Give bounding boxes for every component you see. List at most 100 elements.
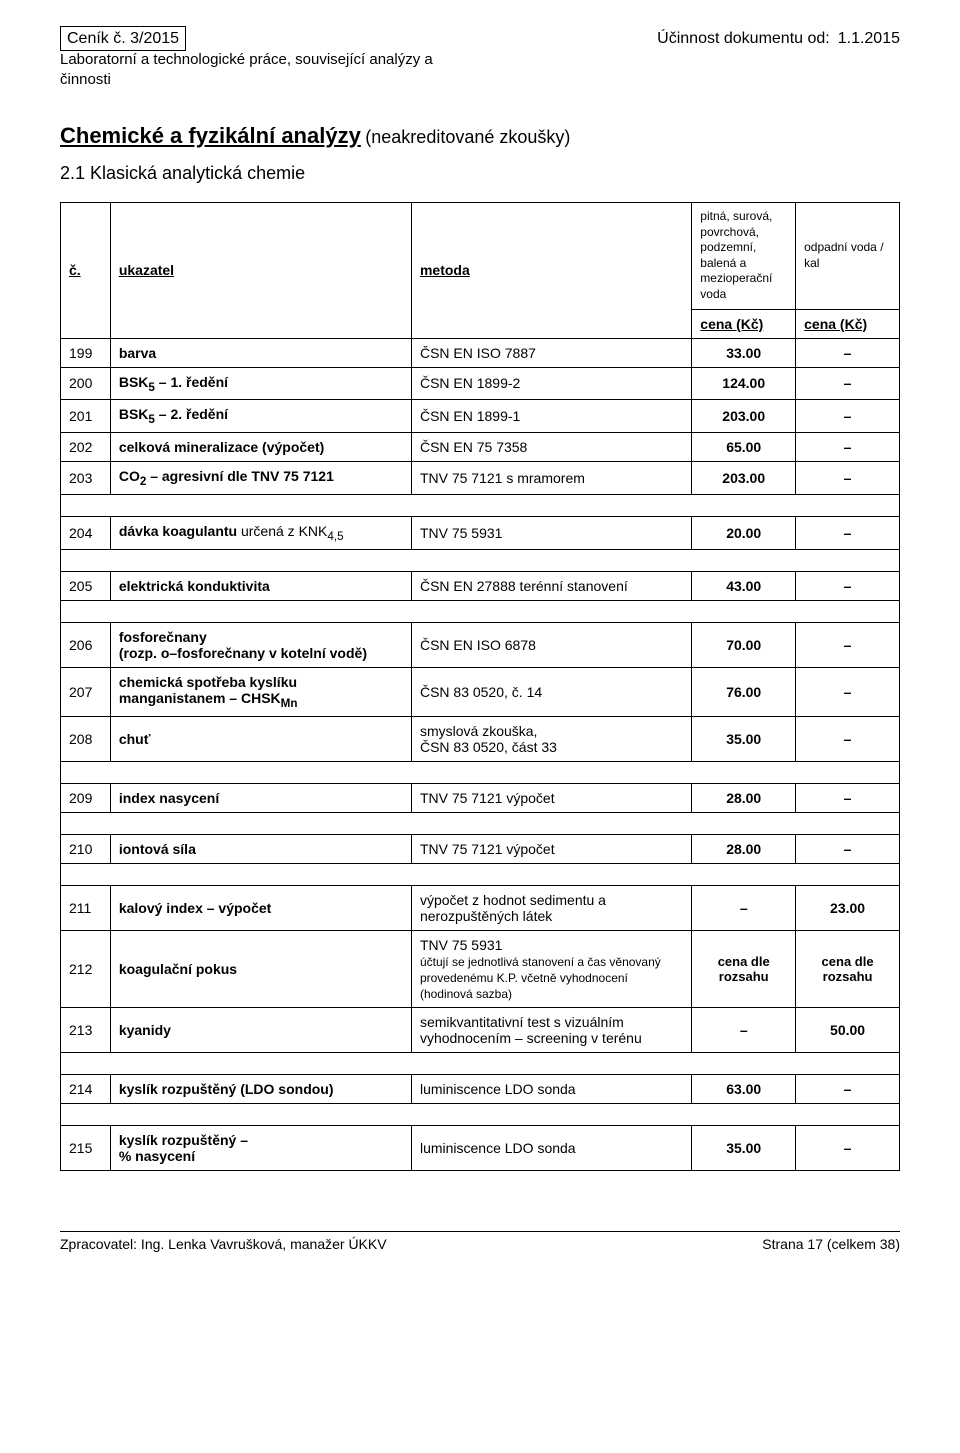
spacer-row xyxy=(61,761,900,783)
spacer-row xyxy=(61,1052,900,1074)
cell-number: 212 xyxy=(61,930,111,1007)
cell-method: TNV 75 7121 výpočet xyxy=(411,783,691,812)
cell-price-1: 33.00 xyxy=(692,338,796,367)
table-row: 209index nasyceníTNV 75 7121 výpočet28.0… xyxy=(61,783,900,812)
cell-ukazatel: kyanidy xyxy=(110,1007,411,1052)
cell-price-2: – xyxy=(796,622,900,667)
table-row: 210iontová sílaTNV 75 7121 výpočet28.00– xyxy=(61,834,900,863)
spacer-row xyxy=(61,863,900,885)
cell-method: ČSN EN 27888 terénní stanovení xyxy=(411,571,691,600)
cell-method: smyslová zkouška,ČSN 83 0520, část 33 xyxy=(411,716,691,761)
cell-ukazatel: kyslík rozpuštěný –% nasycení xyxy=(110,1125,411,1170)
cell-price-2: – xyxy=(796,1125,900,1170)
cell-ukazatel: chemická spotřeba kyslíku manganistanem … xyxy=(110,667,411,716)
cell-number: 214 xyxy=(61,1074,111,1103)
cell-price-2: cena dle rozsahu xyxy=(796,930,900,1007)
cell-price-1: 35.00 xyxy=(692,1125,796,1170)
cell-price-2: – xyxy=(796,1074,900,1103)
cell-number: 207 xyxy=(61,667,111,716)
cell-price-1: 124.00 xyxy=(692,367,796,400)
cell-number: 209 xyxy=(61,783,111,812)
cell-ukazatel: index nasycení xyxy=(110,783,411,812)
cell-price-1: 70.00 xyxy=(692,622,796,667)
table-row: 215kyslík rozpuštěný –% nasyceníluminisc… xyxy=(61,1125,900,1170)
cell-ukazatel: fosforečnany(rozp. o–fosforečnany v kote… xyxy=(110,622,411,667)
cell-price-2: – xyxy=(796,516,900,549)
cell-ukazatel: CO2 – agresivní dle TNV 75 7121 xyxy=(110,462,411,495)
table-row: 200BSK5 – 1. ředěníČSN EN 1899-2124.00– xyxy=(61,367,900,400)
th-number: č. xyxy=(61,203,111,339)
cell-price-1: 43.00 xyxy=(692,571,796,600)
section-title-suffix: (neakreditované zkoušky) xyxy=(365,127,570,147)
cell-method: ČSN EN ISO 7887 xyxy=(411,338,691,367)
cell-ukazatel: chuť xyxy=(110,716,411,761)
th-ukazatel: ukazatel xyxy=(110,203,411,339)
cell-number: 200 xyxy=(61,367,111,400)
footer-left: Zpracovatel: Ing. Lenka Vavrušková, mana… xyxy=(60,1236,387,1252)
table-row: 213kyanidysemikvantitativní test s vizuá… xyxy=(61,1007,900,1052)
cell-method: ČSN EN 1899-2 xyxy=(411,367,691,400)
cell-number: 199 xyxy=(61,338,111,367)
table-row: 204dávka koagulantu určená z KNK4,5TNV 7… xyxy=(61,516,900,549)
table-row: 207chemická spotřeba kyslíku manganistan… xyxy=(61,667,900,716)
cell-method: TNV 75 5931 xyxy=(411,516,691,549)
cell-price-1: 65.00 xyxy=(692,433,796,462)
footer-right: Strana 17 (celkem 38) xyxy=(762,1236,900,1252)
th-price-2: cena (Kč) xyxy=(796,309,900,338)
cell-ukazatel: barva xyxy=(110,338,411,367)
th-method: metoda xyxy=(411,203,691,339)
cell-price-2: – xyxy=(796,783,900,812)
cell-method: semikvantitativní test s vizuálním vyhod… xyxy=(411,1007,691,1052)
cell-price-2: – xyxy=(796,462,900,495)
cell-method: ČSN EN ISO 6878 xyxy=(411,622,691,667)
subsection-title: 2.1 Klasická analytická chemie xyxy=(60,163,900,184)
cell-method: ČSN EN 1899-1 xyxy=(411,400,691,433)
table-row: 211kalový index – výpočetvýpočet z hodno… xyxy=(61,885,900,930)
cell-price-2: – xyxy=(796,834,900,863)
cell-price-1: 20.00 xyxy=(692,516,796,549)
price-table: č. ukazatel metoda pitná, surová, povrch… xyxy=(60,202,900,1171)
cell-number: 211 xyxy=(61,885,111,930)
header-left: Ceník č. 3/2015 xyxy=(60,30,438,48)
cell-number: 215 xyxy=(61,1125,111,1170)
table-row: 214kyslík rozpuštěný (LDO sondou)luminis… xyxy=(61,1074,900,1103)
header-effective-date: 1.1.2015 xyxy=(838,30,900,48)
cell-price-2: – xyxy=(796,367,900,400)
cell-price-1: – xyxy=(692,885,796,930)
header-right: Účinnost dokumentu od: 1.1.2015 xyxy=(438,30,900,48)
cell-method: ČSN 83 0520, č. 14 xyxy=(411,667,691,716)
th-water-type-1: pitná, surová, povrchová, podzemní, bale… xyxy=(692,203,796,310)
cell-price-1: 28.00 xyxy=(692,783,796,812)
th-price-1: cena (Kč) xyxy=(692,309,796,338)
header-effective-label: Účinnost dokumentu od: xyxy=(657,30,830,48)
th-water-type-2: odpadní voda / kal xyxy=(796,203,900,310)
table-row: 199barvaČSN EN ISO 788733.00– xyxy=(61,338,900,367)
cell-price-2: – xyxy=(796,571,900,600)
section-title-main: Chemické a fyzikální analýzy xyxy=(60,123,361,148)
table-body: 199barvaČSN EN ISO 788733.00–200BSK5 – 1… xyxy=(61,338,900,1170)
cell-number: 202 xyxy=(61,433,111,462)
table-row: 212koagulační pokusTNV 75 5931účtují se … xyxy=(61,930,900,1007)
cell-method: luminiscence LDO sonda xyxy=(411,1074,691,1103)
cell-number: 210 xyxy=(61,834,111,863)
cell-price-1: 76.00 xyxy=(692,667,796,716)
table-row: 205elektrická konduktivitaČSN EN 27888 t… xyxy=(61,571,900,600)
cell-number: 201 xyxy=(61,400,111,433)
table-row: 202celková mineralizace (výpočet)ČSN EN … xyxy=(61,433,900,462)
cell-price-1: 28.00 xyxy=(692,834,796,863)
header-cenik-box: Ceník č. 3/2015 xyxy=(60,26,186,51)
spacer-row xyxy=(61,494,900,516)
cell-price-2: – xyxy=(796,400,900,433)
cell-ukazatel: iontová síla xyxy=(110,834,411,863)
table-row: 203CO2 – agresivní dle TNV 75 7121TNV 75… xyxy=(61,462,900,495)
document-header: Ceník č. 3/2015 Účinnost dokumentu od: 1… xyxy=(60,30,900,48)
cell-number: 203 xyxy=(61,462,111,495)
cell-method: TNV 75 7121 výpočet xyxy=(411,834,691,863)
cell-ukazatel: BSK5 – 2. ředění xyxy=(110,400,411,433)
page-container: Ceník č. 3/2015 Účinnost dokumentu od: 1… xyxy=(0,0,960,1272)
cell-method: ČSN EN 75 7358 xyxy=(411,433,691,462)
cell-price-2: 50.00 xyxy=(796,1007,900,1052)
cell-number: 204 xyxy=(61,516,111,549)
cell-number: 213 xyxy=(61,1007,111,1052)
cell-price-1: 203.00 xyxy=(692,400,796,433)
